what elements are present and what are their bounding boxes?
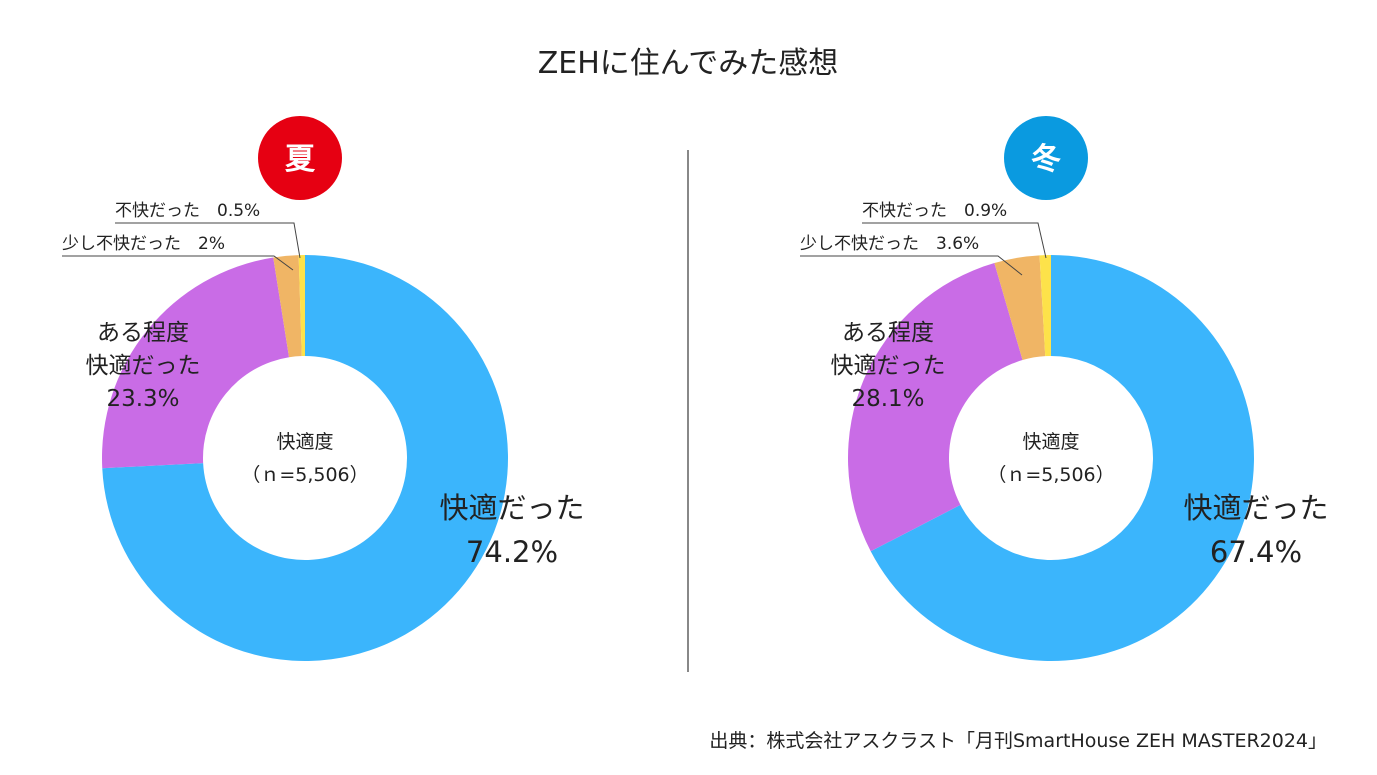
summer-slice-uncomfortable [298,255,305,357]
winter-chart: 冬 快適度 （ｎ=5,506） 快適だった 67.4% ある程度 快適だった 2… [800,116,1329,661]
winter-slice-comfortable [870,255,1254,661]
winter-slice-somewhat-uncomfortable [994,255,1046,361]
summer-slice-comfortable [102,255,508,661]
winter-slice-uncomfortable [1039,255,1051,357]
source-note: 出典：株式会社アスクラスト「月刊SmartHouse ZEH MASTER202… [709,730,1327,752]
summer-center-sub: （ｎ=5,506） [241,464,368,486]
winter-center-sub: （ｎ=5,506） [987,464,1114,486]
summer-slice-somewhat-uncomfortable [273,255,302,358]
winter-uncomfortable-label: 不快だった 0.9% [862,201,1007,221]
winter-slice-somewhat-comfortable [848,263,1023,552]
summer-somewhat-uncomfortable-label: 少し不快だった 2% [62,234,225,254]
winter-center-label: 快適度 [1022,431,1079,453]
winter-somewhat-uncomfortable-label: 少し不快だった 3.6% [800,234,979,254]
summer-somewhat-uncomfortable-leader [62,255,294,271]
winter-comfortable-label: 快適だった [1183,491,1328,525]
summer-slices [102,255,508,661]
winter-comfortable-pct: 67.4% [1210,535,1302,569]
summer-uncomfortable-label: 不快だった 0.5% [115,201,260,221]
summer-badge-text: 夏 [285,142,316,177]
winter-somewhat-comfortable-pct: 28.1% [851,386,924,412]
summer-somewhat-comfortable-pct: 23.3% [106,386,179,412]
winter-somewhat-comfortable-label-1: ある程度 [842,320,934,346]
winter-slices [848,255,1254,661]
winter-badge-text: 冬 [1031,142,1061,177]
summer-chart: 夏 快適度 （ｎ=5,506） 快適だった 74.2% ある程度 快適だった 2… [62,116,585,661]
winter-somewhat-comfortable-label-2: 快適だった [831,353,946,379]
summer-somewhat-comfortable-label-2: 快適だった [86,353,201,379]
chart-title: ZEHに住んでみた感想 [538,46,839,81]
winter-uncomfortable-leader [862,222,1047,259]
summer-comfortable-pct: 74.2% [466,535,558,569]
summer-uncomfortable-leader [115,222,301,259]
summer-slice-somewhat-comfortable [102,257,290,469]
summer-comfortable-label: 快適だった [439,491,584,525]
summer-badge [258,116,342,200]
winter-badge [1004,116,1088,200]
winter-somewhat-uncomfortable-leader [800,255,1023,276]
summer-center-label: 快適度 [276,431,333,453]
summer-somewhat-comfortable-label-1: ある程度 [97,320,189,346]
